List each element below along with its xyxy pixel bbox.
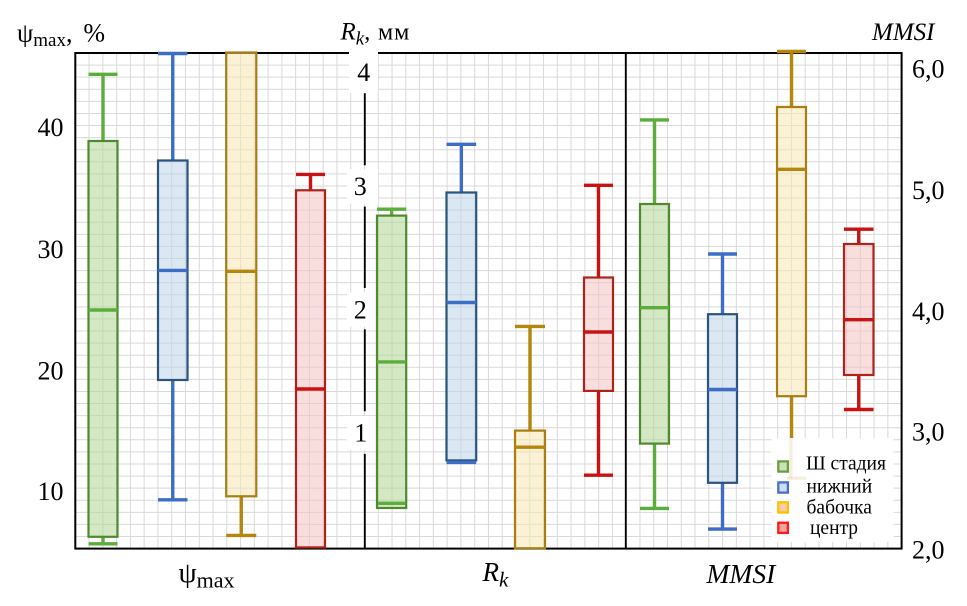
svg-text:4,0: 4,0: [912, 297, 945, 326]
svg-text:6,0: 6,0: [912, 55, 945, 84]
svg-text:Ш стадия: Ш стадия: [806, 454, 886, 475]
svg-text:5,0: 5,0: [912, 176, 945, 205]
svg-text:4: 4: [357, 58, 370, 87]
svg-text:20: 20: [38, 357, 64, 386]
svg-text:3: 3: [354, 172, 367, 201]
svg-text:2: 2: [354, 295, 367, 324]
svg-text:MMSI: MMSI: [706, 558, 778, 589]
svg-text:1: 1: [354, 419, 367, 448]
svg-text:3,0: 3,0: [912, 418, 945, 447]
svg-text:10: 10: [38, 477, 64, 506]
svg-text:бабочка: бабочка: [807, 497, 873, 518]
svg-text:MMSI: MMSI: [871, 19, 936, 46]
svg-text:Rk, мм: Rk, мм: [340, 19, 411, 50]
svg-text:2,0: 2,0: [912, 536, 945, 565]
svg-text:40: 40: [38, 113, 64, 142]
svg-text:30: 30: [38, 235, 64, 264]
svg-text:центр: центр: [810, 518, 858, 539]
svg-text:нижний: нижний: [807, 477, 873, 498]
